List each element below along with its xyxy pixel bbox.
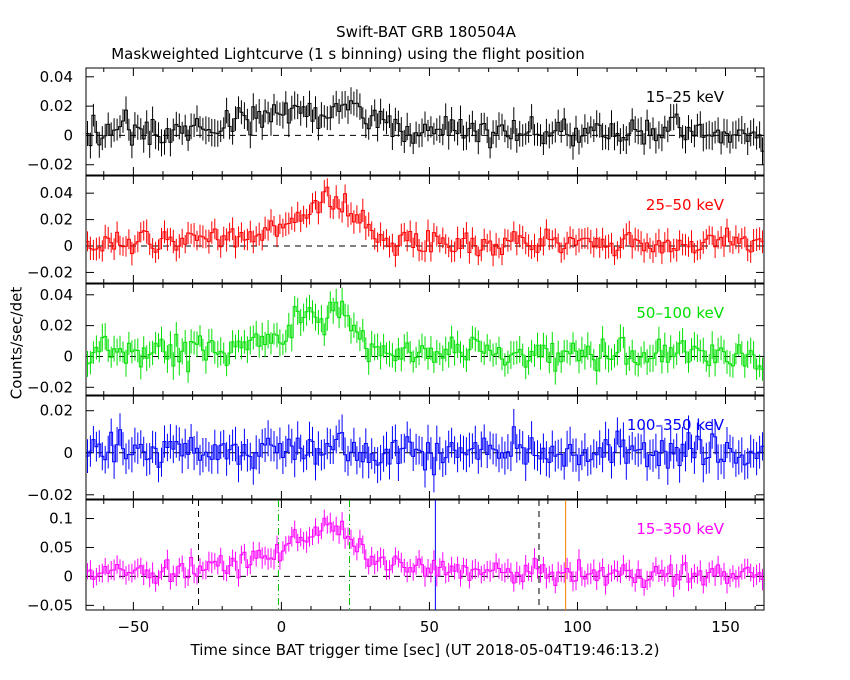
- chart-subtitle: Maskweighted Lightcurve (1 s binning) us…: [111, 45, 585, 63]
- x-tick-label: 100: [563, 618, 592, 636]
- chart-title: Swift-BAT GRB 180504A: [336, 23, 516, 41]
- y-tick-label: 0: [63, 444, 73, 462]
- lightcurve-series: [86, 300, 764, 373]
- lightcurve-series: [86, 186, 764, 257]
- error-bars: [87, 287, 763, 385]
- panel-frame: [85, 499, 765, 611]
- y-tick-label: 0.04: [40, 286, 73, 304]
- panel-frame: [85, 67, 765, 176]
- band-label: 100–350 keV: [627, 416, 725, 434]
- y-tick-label: −0.02: [27, 486, 73, 504]
- band-label: 50–100 keV: [636, 304, 724, 322]
- panel-frame: [85, 395, 765, 500]
- lightcurve-series: [86, 426, 764, 476]
- x-tick-label: −50: [118, 618, 150, 636]
- y-tick-label: 0: [63, 567, 73, 585]
- x-tick-label: 0: [277, 618, 287, 636]
- band-label: 15–25 keV: [646, 88, 725, 106]
- y-tick-label: 0: [63, 126, 73, 144]
- y-tick-label: 0: [63, 347, 73, 365]
- band-label: 15–350 keV: [636, 520, 724, 538]
- y-tick-label: 0.02: [40, 211, 73, 229]
- x-tick-label: 150: [711, 618, 740, 636]
- band-label: 25–50 keV: [646, 196, 725, 214]
- y-tick-label: −0.05: [27, 596, 73, 614]
- y-tick-label: −0.02: [27, 156, 73, 174]
- y-tick-label: 0.1: [49, 510, 73, 528]
- y-tick-label: −0.02: [27, 263, 73, 281]
- y-tick-label: 0.02: [40, 317, 73, 335]
- lightcurve-series: [86, 517, 764, 588]
- x-axis-label: Time since BAT trigger time [sec] (UT 20…: [190, 641, 660, 659]
- panel-frame: [85, 175, 765, 284]
- y-tick-label: 0.04: [40, 184, 73, 202]
- error-bars: [87, 178, 763, 268]
- y-tick-label: 0.04: [40, 68, 73, 86]
- y-tick-label: −0.02: [27, 378, 73, 396]
- lightcurve-series: [86, 100, 764, 152]
- y-tick-label: 0: [63, 237, 73, 255]
- y-tick-label: 0.02: [40, 402, 73, 420]
- x-tick-label: 50: [420, 618, 439, 636]
- y-tick-label: 0.02: [40, 97, 73, 115]
- y-tick-label: 0.05: [40, 538, 73, 556]
- panel-frame: [85, 283, 765, 396]
